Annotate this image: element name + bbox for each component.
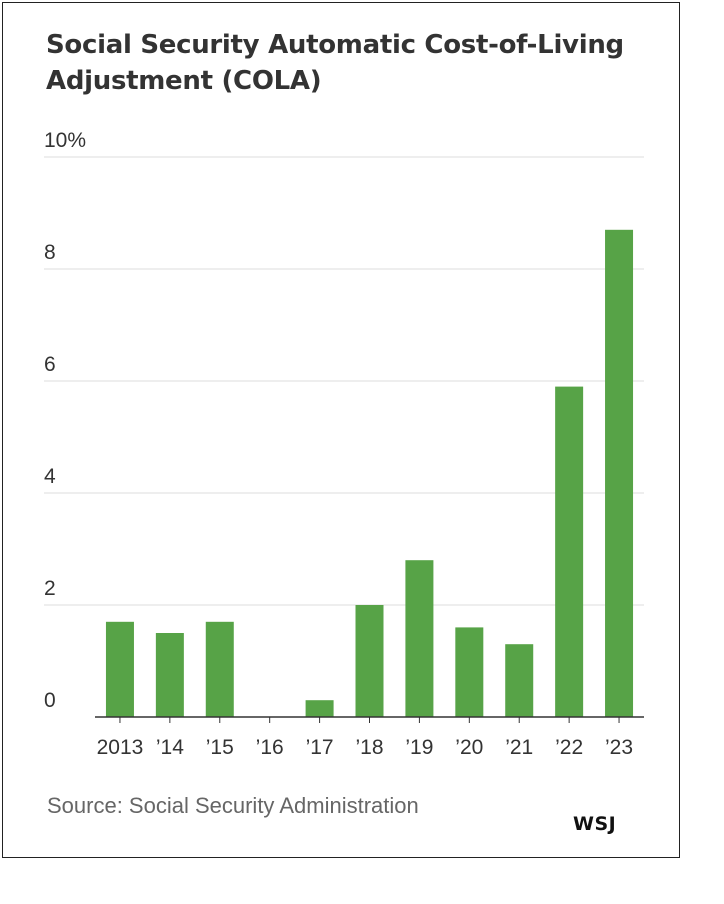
x-tick-label: ’19 <box>405 736 433 759</box>
x-tick-label: ’20 <box>455 736 483 759</box>
x-tick-label: 2013 <box>97 736 144 759</box>
y-tick-label: 6 <box>44 353 56 376</box>
x-tick-label: ’22 <box>555 736 583 759</box>
x-tick-label: ’23 <box>605 736 633 759</box>
wsj-logo: WSJ <box>573 813 617 835</box>
bar <box>205 621 234 717</box>
source-note: Source: Social Security Administration <box>47 793 419 818</box>
y-tick-label: 0 <box>44 689 56 712</box>
x-tick-label: ’15 <box>206 736 234 759</box>
y-tick-label: 8 <box>44 241 56 264</box>
bar <box>555 386 584 717</box>
bar <box>405 560 434 717</box>
x-tick-label: ’16 <box>256 736 284 759</box>
x-tick-label: ’14 <box>156 736 184 759</box>
bar <box>605 229 634 718</box>
bar <box>505 644 534 717</box>
chart-title: Social Security Automatic Cost-of-Living… <box>46 30 624 96</box>
bar <box>105 621 134 717</box>
bars <box>105 229 634 718</box>
bar <box>305 700 334 717</box>
bar <box>455 627 484 717</box>
x-axis-ticks: 2013 ’14 ’15 ’16 ’17 ’18 ’19 ’20 ’21 ’22 ’23 <box>95 716 644 759</box>
bar <box>355 605 384 717</box>
gridlines <box>44 156 644 606</box>
x-tick-label: ’17 <box>306 736 334 759</box>
y-axis-ticks: 0 2 4 6 8 10% <box>44 129 86 712</box>
bar <box>155 633 184 717</box>
y-tick-label: 2 <box>44 577 56 600</box>
y-tick-label: 10% <box>44 129 86 152</box>
x-tick-label: ’21 <box>505 736 533 759</box>
y-tick-label: 4 <box>44 465 56 488</box>
x-tick-label: ’18 <box>355 736 383 759</box>
